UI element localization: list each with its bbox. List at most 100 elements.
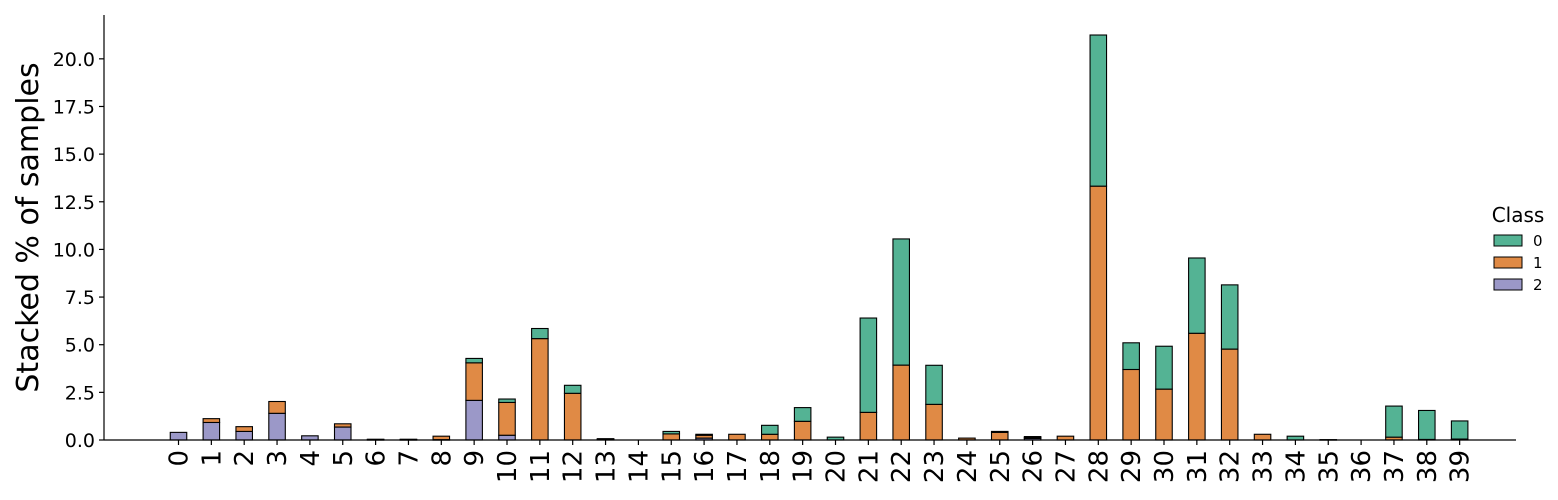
x-tick-label: 29 (1117, 450, 1147, 483)
x-tick-label: 4 (296, 450, 326, 467)
x-tick-label: 32 (1216, 450, 1246, 483)
bar-segment-class-2 (202, 421, 221, 441)
x-tick-label: 20 (822, 450, 852, 483)
bar-segment-class-1 (760, 433, 779, 441)
y-tick-label: 12.5 (53, 192, 95, 214)
legend-swatch-2 (1493, 278, 1523, 291)
y-axis-label: Stacked % of samples (11, 62, 46, 392)
bar-segment-class-0 (498, 398, 516, 404)
bar-segment-class-0 (1220, 284, 1239, 350)
bar-segment-class-1 (1089, 185, 1108, 441)
x-tick-label: 0 (165, 450, 195, 467)
bar-segment-class-1 (662, 433, 681, 441)
bar-segment-class-1 (498, 401, 516, 436)
bars (169, 34, 1469, 441)
x-tick-label: 3 (263, 450, 293, 467)
bar-segment-class-1 (1155, 388, 1173, 441)
bar-segment-class-2 (169, 431, 188, 441)
bar-segment-class-0 (1385, 405, 1403, 438)
bar-segment-class-1 (990, 431, 1009, 441)
y-tick-label: 20.0 (53, 49, 95, 71)
bar-segment-class-0 (760, 424, 779, 435)
bar-segment-class-0 (531, 327, 549, 340)
bar-segment-class-0 (596, 438, 615, 440)
x-tick-label: 16 (690, 450, 720, 483)
y-tick-label: 15.0 (53, 144, 95, 166)
x-tick-label: 27 (1051, 450, 1081, 483)
x-tick-label: 21 (854, 450, 884, 483)
y-tick-label: 5.0 (65, 335, 95, 357)
legend-swatch-0 (1493, 234, 1523, 247)
x-tick-label: 2 (230, 450, 260, 467)
bar-segment-class-0 (793, 407, 812, 422)
bar-segment-class-2 (465, 399, 483, 441)
x-tick-label: 26 (1019, 450, 1049, 483)
bar-segment-class-0 (1450, 420, 1469, 440)
bar-segment-class-1 (1220, 348, 1239, 441)
legend-label-0: 0 (1533, 232, 1543, 250)
x-tick-label: 33 (1249, 450, 1279, 483)
x-tick-label: 1 (197, 450, 227, 467)
bar-segment-class-1 (235, 426, 253, 432)
bar-segment-class-0 (990, 430, 1009, 433)
bar-segment-class-2 (333, 426, 352, 441)
x-tick-label: 38 (1413, 450, 1443, 483)
bar-segment-class-1 (1253, 433, 1272, 441)
bar-segment-class-2 (301, 435, 319, 441)
x-tick-label: 12 (559, 450, 589, 483)
bar-segment-class-0 (563, 384, 582, 394)
y-tick-label: 2.5 (65, 382, 95, 404)
bar-segment-class-1 (268, 400, 286, 414)
x-tick-label: 30 (1150, 450, 1180, 483)
bar-segment-class-0 (1155, 345, 1173, 390)
x-tick-label: 31 (1183, 450, 1213, 483)
legend-title: Class (1492, 203, 1545, 227)
y-tick-label: 17.5 (53, 96, 95, 118)
bar-segment-class-1 (563, 392, 582, 441)
x-tick-label: 37 (1380, 450, 1410, 483)
bar-segment-class-0 (1188, 257, 1206, 334)
x-tick-label: 15 (657, 450, 687, 483)
legend-swatch-1 (1493, 256, 1523, 269)
bar-segment-class-1 (1188, 332, 1206, 441)
x-axis-ticks: 0 1 2 3 4 5 6 7 8 9 10 11 12 13 14 15 16 17 18 19 20 21 22 23 24… (165, 440, 1476, 483)
x-tick-label: 7 (394, 450, 424, 467)
bar-segment-class-1 (465, 362, 483, 401)
x-tick-label: 23 (920, 450, 950, 483)
bar-segment-class-1 (728, 433, 746, 441)
bar-segment-class-2 (268, 412, 286, 441)
bar-segment-class-0 (1089, 34, 1108, 187)
x-tick-label: 9 (460, 450, 490, 467)
legend-label-1: 1 (1533, 254, 1543, 272)
bar-segment-class-2 (498, 434, 516, 441)
legend-label-2: 2 (1533, 276, 1543, 294)
x-tick-label: 35 (1314, 450, 1344, 483)
x-tick-label: 8 (427, 450, 457, 467)
bar-segment-class-0 (892, 238, 911, 366)
bar-segment-class-0 (695, 433, 713, 436)
x-tick-label: 24 (953, 450, 983, 483)
bar-segment-class-1 (432, 435, 451, 441)
bar-segment-class-0 (465, 357, 483, 364)
x-tick-label: 6 (362, 450, 392, 467)
x-tick-label: 5 (329, 450, 359, 467)
x-tick-label: 13 (592, 450, 622, 483)
x-tick-label: 22 (887, 450, 917, 483)
bar-segment-class-1 (531, 338, 549, 441)
x-tick-label: 10 (493, 450, 523, 483)
y-tick-label: 7.5 (65, 287, 95, 309)
y-tick-label: 0.0 (65, 430, 95, 452)
x-tick-label: 28 (1084, 450, 1114, 483)
bar-segment-class-0 (1122, 342, 1140, 371)
x-tick-label: 25 (986, 450, 1016, 483)
legend: Class 0 1 2 (1492, 203, 1545, 294)
bar-segment-class-2 (235, 430, 253, 441)
x-tick-label: 17 (723, 450, 753, 483)
bar-segment-class-1 (1122, 368, 1140, 441)
bar-segment-class-0 (662, 430, 681, 435)
x-tick-label: 19 (789, 450, 819, 483)
bar-segment-class-0 (1418, 409, 1436, 440)
x-tick-label: 34 (1281, 450, 1311, 483)
bar-segment-class-1 (925, 403, 943, 441)
